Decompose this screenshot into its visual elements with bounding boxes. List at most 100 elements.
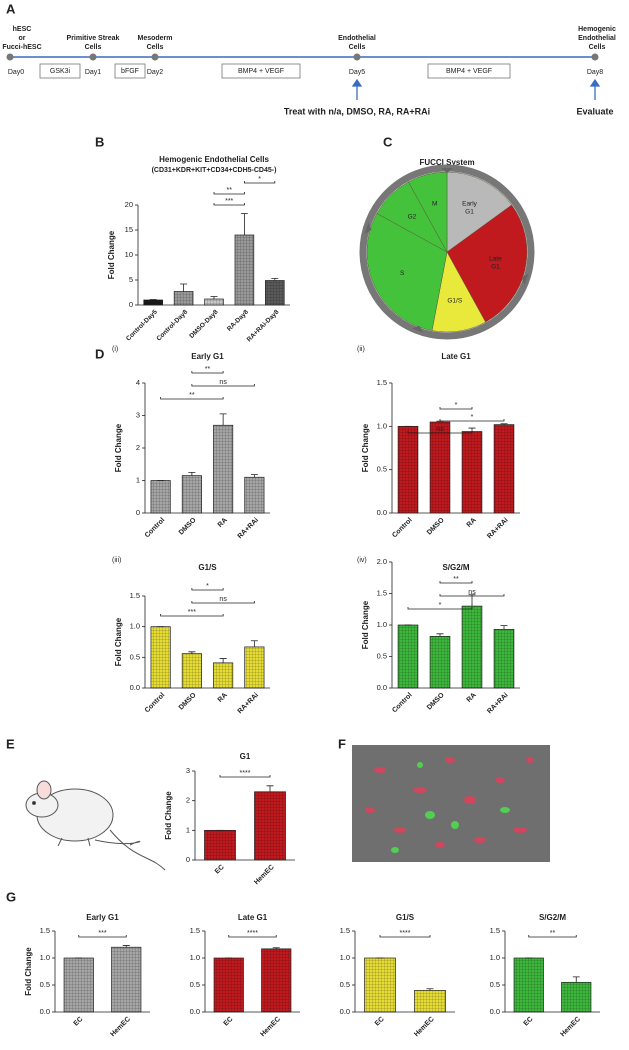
significance-label: * xyxy=(471,414,474,421)
bar-texture xyxy=(64,958,94,1012)
bar-texture xyxy=(414,990,446,1012)
panel-sublabel: (i) xyxy=(112,346,118,353)
significance-label: ** xyxy=(550,930,556,937)
chart-title: G1/S xyxy=(396,913,415,922)
significance-label: *** xyxy=(98,930,106,937)
y-tick-label: 2 xyxy=(186,796,190,805)
error-bar xyxy=(219,413,227,426)
bar-texture xyxy=(494,629,514,688)
x-tick-label: RA xyxy=(466,692,478,704)
x-tick-label: DMSO xyxy=(178,691,198,711)
error-bar xyxy=(219,658,227,663)
note: Evaluate xyxy=(576,106,613,116)
y-tick-label: 2 xyxy=(136,443,140,452)
bar-texture xyxy=(561,982,591,1012)
bar-texture xyxy=(143,300,163,305)
y-tick-label: 0.0 xyxy=(190,1007,200,1016)
x-tick-label: RA xyxy=(217,692,229,704)
y-tick-label: 0.0 xyxy=(40,1007,50,1016)
significance-bracket xyxy=(191,371,224,374)
significance-label: ns xyxy=(219,379,227,386)
stage-label: Cells xyxy=(85,44,102,51)
slice-label: S xyxy=(400,270,405,277)
stage-label: hESC xyxy=(13,26,32,33)
x-tick-label: EC xyxy=(374,1016,386,1028)
x-tick-label: DMSO-Day8 xyxy=(188,308,220,340)
chart-title: Hemogenic Endothelial Cells xyxy=(159,155,269,164)
significance-bracket xyxy=(160,614,224,617)
error-bar xyxy=(271,278,279,281)
y-tick-label: 0.5 xyxy=(130,652,140,661)
error-bar xyxy=(250,640,258,647)
stage-label: Fucci-hESC xyxy=(2,44,41,51)
x-tick-label: Control-Day8 xyxy=(155,308,189,342)
y-tick-label: 1.0 xyxy=(490,953,500,962)
significance-bracket xyxy=(407,431,473,434)
x-tick-label: Control-Day5 xyxy=(125,308,159,342)
y-tick-label: 0.5 xyxy=(40,980,50,989)
error-bar xyxy=(572,976,580,983)
x-tick-label: RA+RAi-Day8 xyxy=(246,308,281,343)
pie-slice xyxy=(366,213,448,331)
chart-title: S/G2/M xyxy=(539,913,566,922)
chart-title: FUCCI System xyxy=(419,158,474,167)
error-bar xyxy=(426,988,434,991)
y-tick-label: 0 xyxy=(129,300,133,309)
bar-texture xyxy=(261,948,291,1012)
day-label: Day1 xyxy=(85,69,101,76)
stage-label: Hemogenic xyxy=(578,26,616,33)
significance-label: **** xyxy=(247,930,258,937)
panel-sublabel: (ii) xyxy=(357,346,365,353)
x-tick-label: RA+RAi xyxy=(486,692,510,716)
cycle-arrow xyxy=(411,325,424,333)
chart-title: Late G1 xyxy=(238,913,268,922)
y-axis-label: Fold Change xyxy=(361,600,370,649)
error-bar xyxy=(240,213,248,235)
y-tick-label: 15 xyxy=(125,225,133,234)
slice-label: M xyxy=(432,201,437,208)
significance-label: ns xyxy=(219,596,227,603)
timeline-node xyxy=(591,53,599,61)
x-tick-label: RA+RAi xyxy=(237,517,261,541)
bar-texture xyxy=(430,636,450,688)
error-bar xyxy=(250,474,258,478)
slice-label: G1/S xyxy=(447,298,462,305)
y-axis-label: Fold Change xyxy=(361,423,370,472)
significance-label: ** xyxy=(189,392,195,399)
error-bar xyxy=(180,283,188,292)
significance-label: * xyxy=(206,583,209,590)
bar-texture xyxy=(214,958,244,1012)
significance-bracket xyxy=(191,588,224,591)
bar-texture xyxy=(398,625,418,688)
significance-label: *** xyxy=(188,609,196,616)
bar-texture xyxy=(244,646,265,688)
timeline-node xyxy=(353,53,361,61)
bar-texture xyxy=(182,653,202,688)
stage-label: Cells xyxy=(589,44,606,51)
error-bar xyxy=(436,633,444,637)
x-tick-label: HemEC xyxy=(559,1016,582,1039)
significance-bracket xyxy=(528,935,577,938)
bar-texture xyxy=(150,480,171,513)
chart-title: Early G1 xyxy=(191,352,224,361)
significance-label: ** xyxy=(453,576,459,583)
panel-sublabel: (iii) xyxy=(112,557,121,564)
bar-texture xyxy=(265,280,285,305)
panel-letter: D xyxy=(95,346,104,361)
note: Treat with n/a, DMSO, RA, RA+RAi xyxy=(284,106,430,116)
significance-label: * xyxy=(455,402,458,409)
pie-slice xyxy=(446,204,528,323)
y-axis-label: Fold Change xyxy=(24,947,33,996)
stage-label: Cells xyxy=(349,44,366,51)
significance-bracket xyxy=(191,601,255,604)
x-tick-label: RA+RAi xyxy=(486,517,510,541)
x-tick-label: RA+RAi xyxy=(237,692,261,716)
slice-label: G1 xyxy=(491,264,500,271)
error-bar xyxy=(468,594,476,607)
x-tick-label: Control xyxy=(391,517,414,540)
y-tick-label: 1.0 xyxy=(377,421,387,430)
bar-texture xyxy=(364,958,396,1012)
y-tick-label: 1.5 xyxy=(190,926,200,935)
error-bar xyxy=(122,945,130,948)
